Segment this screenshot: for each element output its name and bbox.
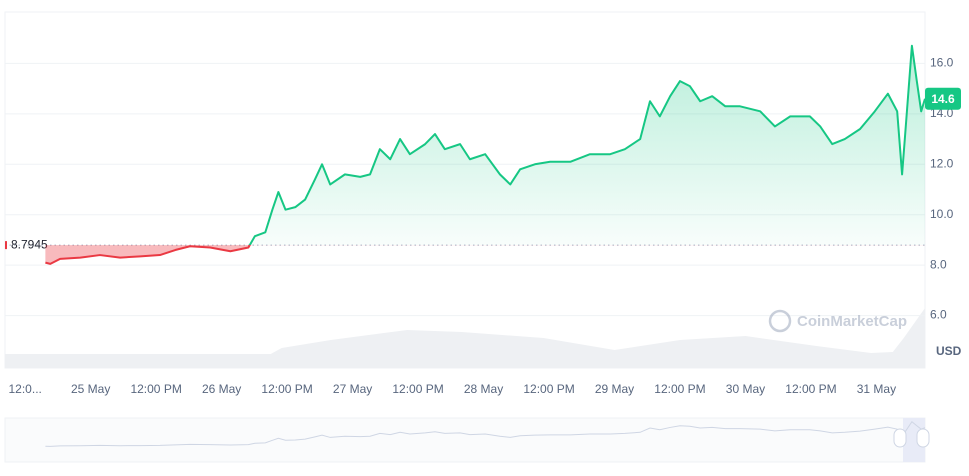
x-tick-label: 12:0... (9, 382, 42, 396)
y-tick-label: 10.0 (930, 207, 954, 221)
navigator-handle-left[interactable] (893, 428, 907, 448)
price-line (45, 44, 926, 265)
x-tick-label: 12:00 PM (654, 382, 705, 396)
price-tag (925, 87, 961, 110)
volume-layer (5, 308, 925, 368)
x-tick-label: 30 May (726, 382, 765, 396)
y-tick-label: 12.0 (930, 156, 954, 170)
volume-area (5, 308, 925, 368)
x-tick-label: 12:00 PM (392, 382, 443, 396)
x-tick-label: 26 May (202, 382, 241, 396)
x-tick-label: 12:00 PM (130, 382, 181, 396)
y-tick-label: 8.0 (930, 257, 947, 271)
navigator-selection (903, 418, 925, 462)
x-tick-label: 12:00 PM (261, 382, 312, 396)
price-layer: 8.7945 (5, 44, 926, 265)
y-tick-label: 16.0 (930, 56, 954, 70)
watermark-logo (768, 309, 792, 333)
watermark: CoinMarketCap (768, 309, 907, 333)
navigator-layer (45, 420, 926, 447)
baseline-label: 8.7945 (11, 237, 48, 251)
navigator-line (45, 420, 926, 447)
x-tick-label: 29 May (595, 382, 634, 396)
price-tag-label: 14.6 (931, 92, 955, 106)
x-tick-label: 27 May (333, 382, 372, 396)
navigator-frame (4, 417, 926, 463)
watermark-text: CoinMarketCap (797, 313, 907, 330)
navigator-handle-right[interactable] (916, 428, 930, 448)
navigator (4, 417, 930, 463)
x-tick-label: 25 May (71, 382, 110, 396)
x-tick-label: 31 May (857, 382, 896, 396)
y-tick-label: 6.0 (930, 308, 947, 322)
x-tick-label: 28 May (464, 382, 503, 396)
x-tick-label: 12:00 PM (523, 382, 574, 396)
currency-label: USD (936, 344, 962, 358)
x-tick-label: 12:00 PM (785, 382, 836, 396)
